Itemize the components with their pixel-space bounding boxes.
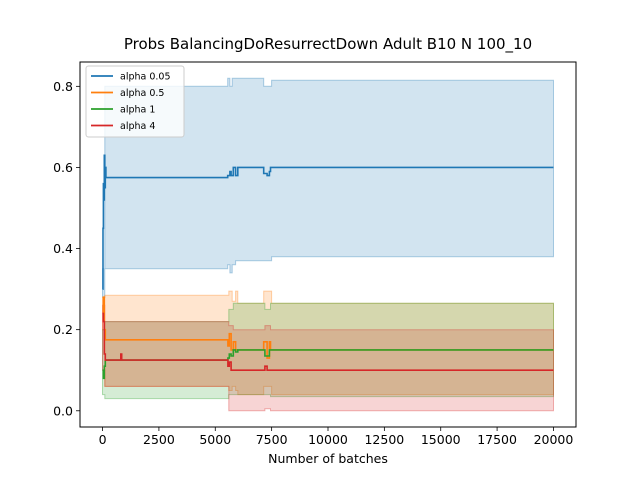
series-lines xyxy=(102,154,554,380)
legend-box xyxy=(85,65,185,138)
band-1 xyxy=(102,290,554,396)
x-tick-label: 2500 xyxy=(143,432,175,447)
series-line-0 xyxy=(102,154,554,290)
y-tick-label: 0.8 xyxy=(53,79,73,94)
x-axis: 0 2500 5000 7500 10000 12500 15000 17500 20000 xyxy=(99,427,574,447)
x-tick-label: 0 xyxy=(99,432,107,447)
band-0 xyxy=(102,77,554,298)
legend-entry: alpha 0.5 xyxy=(120,88,164,99)
x-tick-label: 10000 xyxy=(308,432,348,447)
y-tick-label: 0.0 xyxy=(53,403,73,418)
x-tick-label: 15000 xyxy=(421,432,461,447)
legend-entry: alpha 4 xyxy=(120,121,155,132)
x-tick-label: 17500 xyxy=(477,432,517,447)
series-line-2 xyxy=(102,349,554,380)
x-tick-label: 7500 xyxy=(256,432,288,447)
y-axis: 0.0 0.2 0.4 0.6 0.8 xyxy=(53,79,80,418)
chart-title: Probs BalancingDoResurrectDown Adult B10… xyxy=(124,35,532,54)
x-tick-label: 5000 xyxy=(199,432,231,447)
x-tick-label: 20000 xyxy=(534,432,574,447)
y-tick-label: 0.2 xyxy=(53,322,73,337)
x-axis-label: Number of batches xyxy=(268,451,388,466)
confidence-bands xyxy=(102,77,554,412)
band-2 xyxy=(102,302,554,400)
legend-entry: alpha 1 xyxy=(120,105,155,116)
y-tick-label: 0.4 xyxy=(53,241,73,256)
legend: alpha 0.05 alpha 0.5 alpha 1 alpha 4 xyxy=(85,65,185,138)
series-line-3 xyxy=(102,312,554,372)
x-tick-label: 12500 xyxy=(364,432,404,447)
legend-entry: alpha 0.05 xyxy=(120,72,171,83)
y-tick-label: 0.6 xyxy=(53,160,73,175)
